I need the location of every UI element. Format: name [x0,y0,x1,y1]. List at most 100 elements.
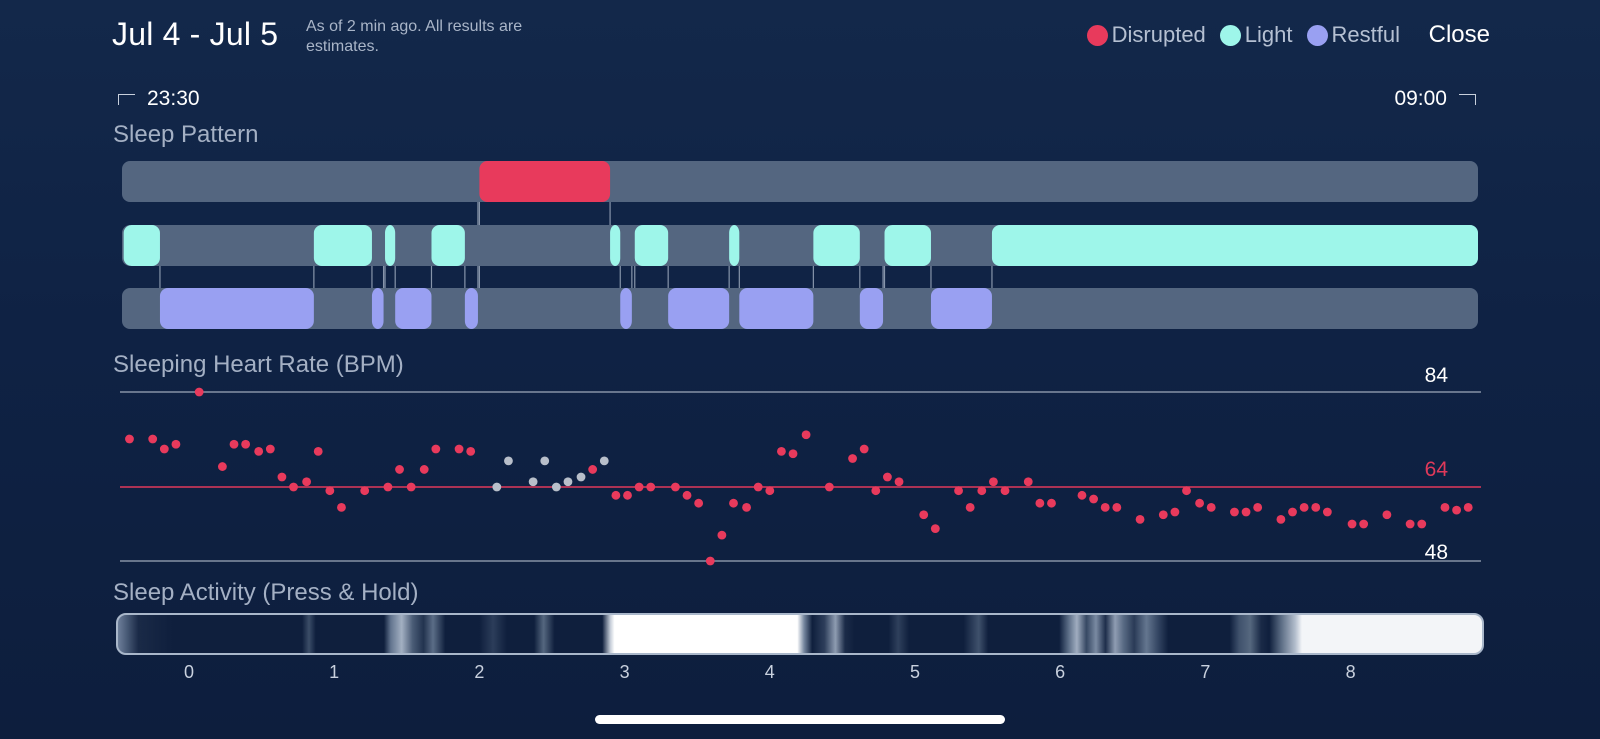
hr-point [1288,507,1297,517]
end-bracket-icon [1459,93,1476,105]
hr-point [871,486,881,496]
hr-point [623,490,632,500]
hr-point [1276,514,1286,524]
hr-point [313,446,323,456]
hr-point [1047,498,1056,508]
hr-point [277,472,287,482]
restful-segment [464,288,478,329]
restful-segment [620,288,632,329]
hr-point [753,482,763,492]
heart-rate-title: Sleeping Heart Rate (BPM) [113,351,404,378]
restful-segment [668,288,730,329]
hr-point [1035,498,1045,508]
hr-point [1417,519,1427,529]
hr-point [729,498,738,508]
restful-segment [930,288,992,329]
home-indicator[interactable] [595,715,1005,724]
hr-point [1182,486,1191,496]
hr-point [302,477,312,487]
restful-dot-icon [1306,24,1328,46]
light-segment [385,225,396,266]
time-axis: 0 1 2 3 4 5 6 7 8 [0,662,1600,686]
hr-point [1023,477,1033,487]
hr-point [1347,519,1357,529]
light-segment [634,225,669,266]
hr-point [1253,502,1263,512]
hr-point [171,439,181,449]
hr-point [989,477,998,487]
hr-point [1452,505,1461,515]
hr-point-disrupted [563,477,573,487]
hr-point [742,502,751,512]
axis-tick: 4 [764,662,775,682]
end-time-label: 09:00 [1394,87,1447,110]
hr-point [1322,507,1332,517]
hr-point [1311,502,1321,512]
axis-tick: 2 [474,662,485,682]
hr-point [1206,502,1216,512]
hr-point [965,502,975,512]
legend: Disrupted Light Restful [1086,22,1400,48]
hr-point [1000,486,1010,496]
legend-label-disrupted: Disrupted [1111,22,1206,47]
legend-item-disrupted: Disrupted [1086,22,1206,48]
hr-point [954,486,963,496]
hr-point [217,462,227,471]
hr-avg-label: 64 [1424,458,1448,481]
hr-point [1463,502,1473,512]
hr-point [777,446,786,456]
sleep-activity-bar[interactable] [116,613,1484,655]
restful-segment [159,288,314,329]
date-range-title: Jul 4 - Jul 5 [112,16,279,52]
disrupted-segment [479,161,611,202]
hr-point [325,486,335,496]
hr-point [383,482,393,492]
axis-tick: 0 [183,662,195,682]
hr-point [765,486,775,496]
hr-point [671,482,680,492]
hr-point [431,444,441,454]
axis-tick: 3 [619,662,630,682]
hr-point [1077,490,1087,500]
hr-point [801,430,811,440]
hr-point [194,387,204,397]
legend-item-light: Light [1219,22,1293,48]
axis-tick: 1 [329,662,340,682]
hr-point [229,439,239,449]
hr-point [466,446,476,456]
hr-point [1230,507,1239,517]
light-dot-icon [1219,24,1241,46]
light-segment [313,225,372,266]
hr-point [148,434,158,444]
close-button[interactable]: Close [1428,21,1490,48]
hr-min-label: 48 [1424,541,1448,564]
sleep-activity-title: Sleep Activity (Press & Hold) [113,579,419,606]
restful-segment [859,288,884,329]
hr-point [419,465,429,474]
restful-segment [395,288,432,329]
estimate-note: As of 2 min ago. All results are estimat… [306,18,523,55]
hr-max-label: 84 [1424,364,1448,387]
hr-point [634,482,644,492]
light-segment [884,225,931,266]
axis-tick: 7 [1200,662,1211,682]
hr-point [824,482,834,492]
hr-point [1112,502,1122,512]
hr-point [454,444,464,454]
hr-point [1170,507,1180,517]
hr-point [1158,510,1168,520]
hr-point [883,472,892,482]
hr-point [1405,519,1415,529]
hr-point-disrupted [540,456,550,466]
light-segment [813,225,860,266]
light-segment [610,225,621,266]
hr-point [1241,507,1251,517]
hr-point [1195,498,1204,508]
hr-point-disrupted [528,477,538,487]
hr-point-disrupted [551,482,561,492]
light-segment [123,225,160,266]
hr-point [611,490,621,500]
hr-point-disrupted [504,456,513,466]
start-time-label: 23:30 [147,87,200,110]
